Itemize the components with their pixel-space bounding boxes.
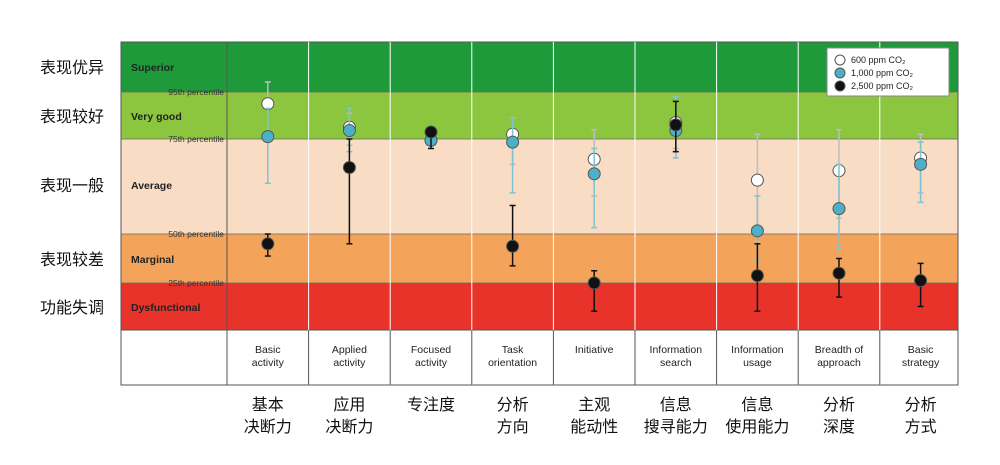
band-superior xyxy=(121,42,958,92)
chinese-category-label: 信息 xyxy=(741,395,773,414)
chinese-band-label: 表现较差 xyxy=(40,250,104,269)
watermark-icon xyxy=(20,433,40,453)
category-grid xyxy=(226,42,881,385)
data-point xyxy=(750,173,764,187)
percentile-label: 25th percentile xyxy=(168,278,224,288)
category-label: Initiative xyxy=(575,344,614,356)
chinese-category-label: 方向 xyxy=(497,417,529,436)
legend-box xyxy=(826,47,950,97)
category-label: Breadth of xyxy=(815,344,864,356)
category-label: Basic xyxy=(255,344,281,356)
chinese-category-label: 基本 xyxy=(252,395,284,414)
legend-marker xyxy=(834,80,846,92)
legend-label: 2,500 ppm CO₂ xyxy=(851,81,914,91)
legend-label: 1,000 ppm CO₂ xyxy=(851,68,914,78)
category-label: usage xyxy=(743,357,772,369)
chart-frame xyxy=(120,41,959,386)
category-labels: BasicactivityAppliedactivityFocusedactiv… xyxy=(252,344,940,369)
legend-marker xyxy=(834,67,846,79)
category-label: approach xyxy=(817,357,861,369)
data-point xyxy=(261,130,275,144)
band-label: Very good xyxy=(131,111,182,123)
category-label: Basic xyxy=(908,344,934,356)
legend-marker xyxy=(834,54,846,66)
category-label: activity xyxy=(252,357,285,369)
data-point xyxy=(587,276,601,290)
data-point xyxy=(669,118,683,132)
chinese-band-label: 表现较好 xyxy=(40,107,104,126)
series-markers xyxy=(261,81,928,312)
data-point xyxy=(914,274,928,288)
chinese-category-label: 应用 xyxy=(333,395,365,414)
chinese-category-label: 方式 xyxy=(905,417,937,436)
band-marginal xyxy=(121,234,958,283)
band-dysfunctional xyxy=(121,283,958,330)
band-label: Dysfunctional xyxy=(131,302,201,314)
data-point xyxy=(261,237,275,251)
chinese-category-label: 深度 xyxy=(823,417,855,436)
percentile-lines: 95th percentile 75th percentile 50th perce… xyxy=(121,87,958,288)
legend-label: 600 ppm CO₂ xyxy=(851,55,906,65)
chinese-category-label: 分析 xyxy=(823,395,855,414)
data-point xyxy=(424,125,438,139)
category-label: Focused xyxy=(411,344,451,356)
category-label: Information xyxy=(731,344,784,356)
data-point xyxy=(750,269,764,283)
percentile-label: 95th percentile xyxy=(168,87,224,97)
chinese-band-label: 表现优异 xyxy=(40,58,104,77)
category-row-bg xyxy=(120,329,959,386)
percentile-label: 50th percentile xyxy=(168,229,224,239)
band-labels: Superior Very good Average Marginal Dysfunct… xyxy=(131,62,201,314)
category-label: activity xyxy=(333,357,366,369)
band-average xyxy=(121,139,958,234)
chinese-band-label: 表现一般 xyxy=(40,176,104,195)
data-point xyxy=(832,266,846,280)
category-label: orientation xyxy=(488,357,537,369)
watermark: 大数跨境 xyxy=(20,433,114,453)
chinese-category-label: 能动性 xyxy=(570,417,618,436)
data-point xyxy=(750,224,764,238)
data-point xyxy=(832,202,846,216)
category-label: search xyxy=(660,357,692,369)
chinese-category-label: 分析 xyxy=(905,395,937,414)
chinese-category-label: 搜寻能力 xyxy=(644,417,708,436)
chinese-category-label: 决断力 xyxy=(325,417,373,436)
chinese-category-label: 专注度 xyxy=(407,395,455,414)
category-label: activity xyxy=(415,357,448,369)
legend: 600 ppm CO₂ 1,000 ppm CO₂ 2,500 ppm CO₂ xyxy=(826,47,950,97)
watermark-text: 大数跨境 xyxy=(50,434,114,453)
chinese-category-label: 使用能力 xyxy=(725,417,789,436)
category-label: Applied xyxy=(332,344,367,356)
chinese-band-label: 功能失调 xyxy=(40,298,104,317)
chinese-category-label: 信息 xyxy=(660,395,692,414)
percentile-label: 75th percentile xyxy=(168,134,224,144)
band-label: Average xyxy=(131,180,172,192)
data-point xyxy=(342,124,356,138)
chinese-category-label: 分析 xyxy=(497,395,529,414)
data-point xyxy=(506,135,520,149)
data-point xyxy=(587,167,601,181)
category-label: Information xyxy=(650,344,703,356)
band-label: Superior xyxy=(131,62,174,74)
category-label: Task xyxy=(502,344,524,356)
band-very-good xyxy=(121,92,958,139)
chinese-category-label: 决断力 xyxy=(244,417,292,436)
data-point xyxy=(914,157,928,171)
band-label: Marginal xyxy=(131,254,174,266)
chinese-category-label: 主观 xyxy=(578,395,610,414)
performance-bands xyxy=(120,41,959,386)
data-point xyxy=(342,161,356,174)
category-label: strategy xyxy=(902,357,940,369)
data-point xyxy=(506,239,520,253)
